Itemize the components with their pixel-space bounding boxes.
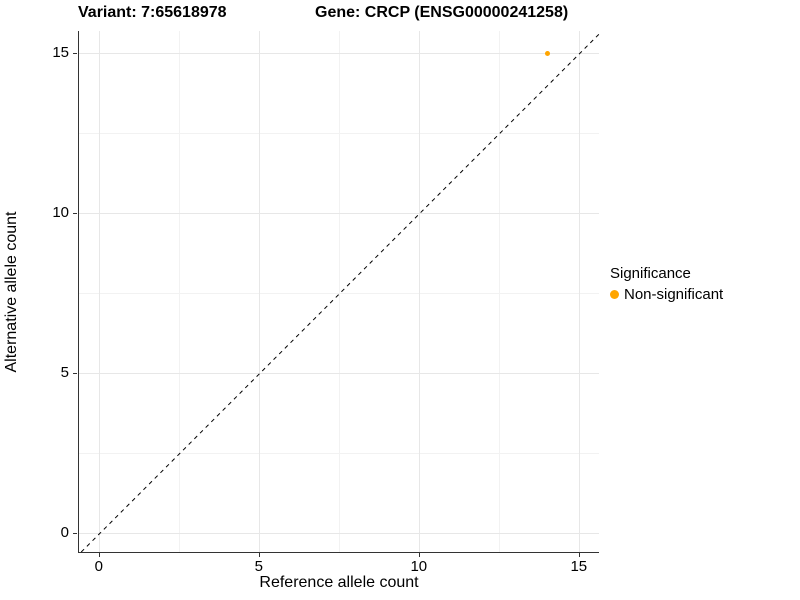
x-tick-label: 15 [570,558,588,575]
y-tick-label: 15 [52,44,69,62]
x-axis-tick [258,553,260,557]
gridline-x-major [419,31,421,552]
x-axis-tick [578,553,580,557]
gridline-y-major [79,532,599,534]
y-axis-tick [73,533,77,535]
y-tick-label: 0 [60,524,69,542]
legend-title: Significance [610,265,691,282]
gridline-y-minor [79,292,599,294]
legend-items: Non-significant [610,286,723,303]
gridline-x-major [99,31,101,552]
legend-item-label: Non-significant [624,286,724,303]
data-point [545,50,551,56]
gridline-y-major [79,52,599,54]
y-tick-label: 5 [60,364,69,382]
legend-key-dot [610,290,619,299]
gridline-x-minor [179,31,181,552]
gridline-x-minor [499,31,501,552]
identity-line [80,33,600,553]
y-axis-tick [73,53,77,55]
gridline-y-major [79,212,599,214]
x-axis-tick [98,553,100,557]
y-tick-label: 10 [52,204,69,222]
x-axis-tick [418,553,420,557]
gridline-x-minor [339,31,341,552]
plot-panel [78,31,600,553]
y-axis-tick [73,213,77,215]
plot-title-gene: Gene: CRCP (ENSG00000241258) [315,4,569,21]
x-tick-label: 0 [94,558,103,575]
legend: Significance Non-significant [610,264,723,303]
x-axis-title: Reference allele count [259,574,419,591]
x-tick-label: 10 [410,558,428,575]
x-tick-label: 5 [254,558,263,575]
plot-title-variant: Variant: 7:65618978 [78,4,227,21]
legend-item: Non-significant [610,286,723,303]
gridline-y-minor [79,132,599,134]
gridline-x-major [579,31,581,552]
y-axis-title: Alternative allele count [3,211,20,373]
gridline-y-minor [79,452,599,454]
y-axis-tick [73,373,77,375]
gridline-x-major [259,31,261,552]
gridline-y-major [79,372,599,374]
